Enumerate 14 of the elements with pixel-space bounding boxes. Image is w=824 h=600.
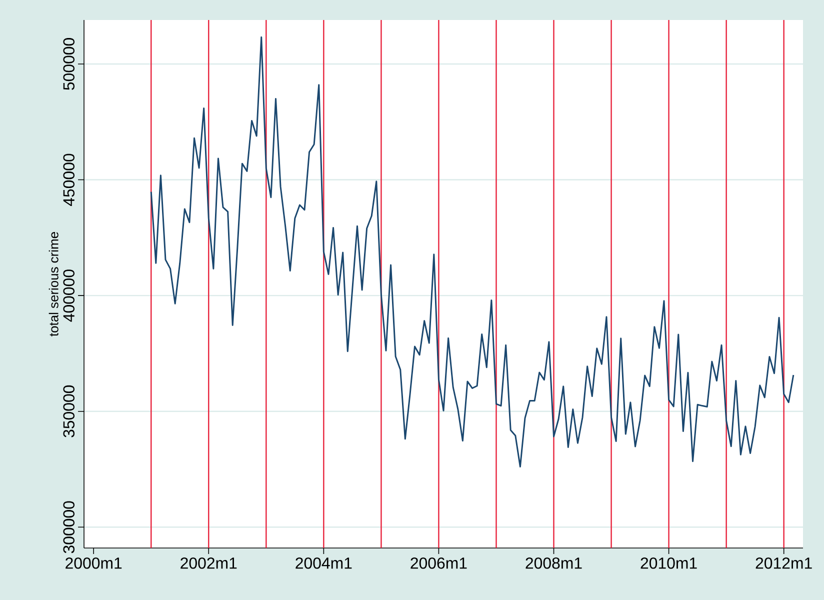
y-tick-label: 450000 <box>63 154 75 206</box>
y-axis-title: total serious crime <box>48 232 58 336</box>
y-tick-label: 400000 <box>63 270 75 322</box>
y-tick-label: 350000 <box>63 385 75 438</box>
x-tick-label: 2006m1 <box>410 558 467 569</box>
y-tick-label: 300000 <box>63 501 75 554</box>
x-tick-label: 2004m1 <box>296 558 352 569</box>
x-tick-label: 2002m1 <box>180 558 237 569</box>
x-tick-label: 2008m1 <box>526 558 582 569</box>
y-tick-label: 500000 <box>63 38 75 90</box>
line-series <box>150 36 794 468</box>
x-tick-label: 2000m1 <box>66 558 122 569</box>
x-tick-label: 2012m1 <box>756 558 812 569</box>
x-tick-label: 2010m1 <box>640 558 697 569</box>
